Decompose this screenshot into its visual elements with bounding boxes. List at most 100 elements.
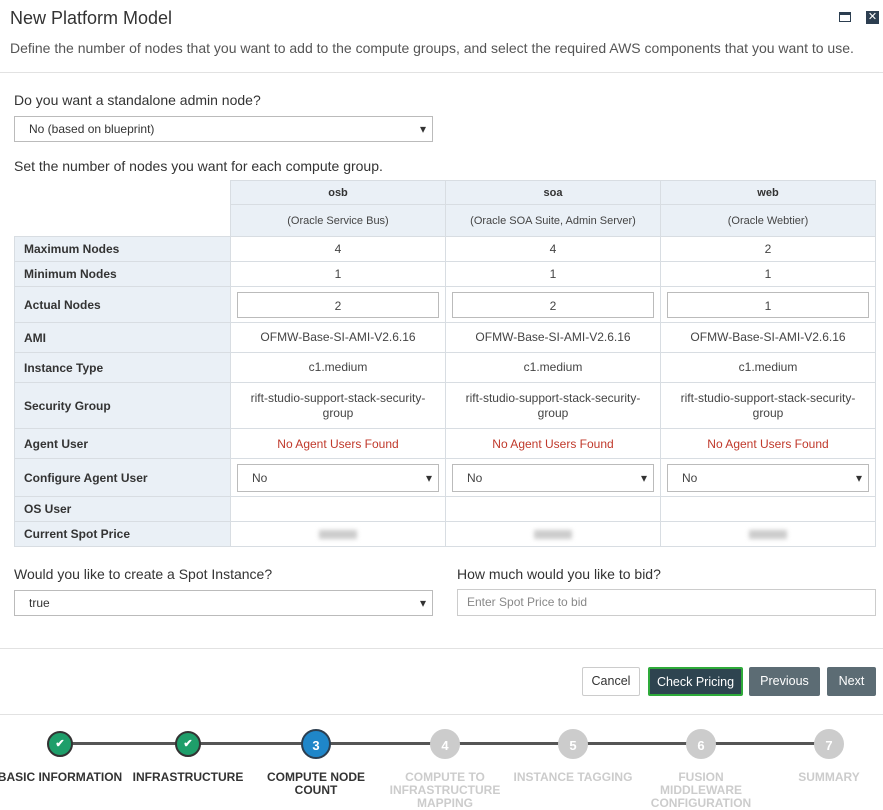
cell: No Agent Users Found: [445, 428, 661, 459]
close-icon[interactable]: ✕: [866, 11, 879, 24]
cell: c1.medium: [660, 352, 876, 383]
button[interactable]: Cancel: [582, 667, 640, 696]
row-label: OS User: [14, 496, 231, 522]
node-count-input[interactable]: 1: [667, 291, 869, 318]
blurred-price: [319, 529, 357, 539]
cell: OFMW-Base-SI-AMI-V2.6.16: [445, 322, 661, 353]
table-row: Minimum Nodes 1 1 1: [14, 261, 876, 287]
row-label: Security Group: [14, 382, 231, 429]
step-circle: 4: [430, 729, 460, 759]
step-label: COMPUTE TO INFRASTRUCTURE MAPPING: [389, 770, 501, 810]
group-name: osb: [230, 180, 446, 205]
button[interactable]: Previous: [749, 667, 820, 696]
cell: 1: [230, 261, 446, 287]
cell: [230, 521, 446, 547]
divider: [0, 72, 883, 73]
step-circle: ✔: [47, 731, 73, 757]
field-label: How much would you like to bid?: [457, 566, 661, 582]
step-label: INFRASTRUCTURE: [132, 770, 244, 784]
bid-input[interactable]: Enter Spot Price to bid: [457, 589, 876, 616]
cell: 1: [445, 261, 661, 287]
step-label: SUMMARY: [798, 770, 860, 784]
cell: 4: [230, 236, 446, 262]
cell: [660, 496, 876, 522]
group-description: (Oracle Webtier): [660, 204, 876, 237]
header-row: (Oracle Service Bus) (Oracle SOA Suite, A…: [15, 204, 876, 237]
node-count-input[interactable]: 2: [452, 291, 654, 318]
step-circle: 3: [301, 729, 331, 759]
cell: [445, 496, 661, 522]
row-label: Actual Nodes: [14, 286, 231, 323]
row-label: Configure Agent User: [14, 458, 231, 497]
button[interactable]: Next: [827, 667, 876, 696]
cell: rift-studio-support-stack-security-group: [660, 382, 876, 429]
blurred-price: [534, 529, 572, 539]
cell: c1.medium: [445, 352, 661, 383]
cell: 1: [660, 261, 876, 287]
table-row: AMI OFMW-Base-SI-AMI-V2.6.16 OFMW-Base-SI-…: [14, 322, 876, 353]
divider: [0, 648, 883, 649]
cell: 2: [445, 286, 661, 323]
admin-node-select[interactable]: No (based on blueprint): [14, 116, 433, 142]
compute-group-table: osb soa web (Oracle Service Bus) (Oracle SOA…: [14, 180, 876, 547]
group-description: (Oracle Service Bus): [230, 204, 446, 237]
cell: [230, 496, 446, 522]
cell: rift-studio-support-stack-security-group: [230, 382, 446, 429]
cell: No Agent Users Found: [230, 428, 446, 459]
group-name: web: [660, 180, 876, 205]
step-circle: ✔: [175, 731, 201, 757]
cell: rift-studio-support-stack-security-group: [445, 382, 661, 429]
table-row: Security Group rift-studio-support-stack-…: [14, 382, 876, 429]
agent-user-select[interactable]: No: [667, 463, 869, 492]
cell: No: [660, 458, 876, 497]
step-circle: 7: [814, 729, 844, 759]
row-label: AMI: [14, 322, 231, 353]
row-label: Maximum Nodes: [14, 236, 231, 262]
group-description: (Oracle SOA Suite, Admin Server): [445, 204, 661, 237]
cell: [660, 521, 876, 547]
spot-select[interactable]: true: [14, 590, 433, 616]
table-row: Actual Nodes 2 2 1: [14, 286, 876, 323]
table-row: Agent User No Agent Users Found No Agent U…: [14, 428, 876, 459]
step-label: FUSION MIDDLEWARE CONFIGURATION: [650, 770, 752, 810]
cell: c1.medium: [230, 352, 446, 383]
table-row: Configure Agent UserNoNoNo: [14, 458, 876, 497]
dialog-title: New Platform Model: [10, 8, 173, 28]
cell: 2: [660, 236, 876, 262]
cell: 1: [660, 286, 876, 323]
table-row: Maximum Nodes 4 4 2: [14, 236, 876, 262]
cell: [445, 521, 661, 547]
agent-user-select[interactable]: No: [237, 463, 439, 492]
table-row: Current Spot Price: [14, 521, 876, 547]
dialog-description: Define the number of nodes that you want…: [10, 40, 854, 56]
step-circle: 6: [686, 729, 716, 759]
cell: OFMW-Base-SI-AMI-V2.6.16: [230, 322, 446, 353]
field-label: Would you like to create a Spot Instance…: [14, 566, 273, 582]
section-label: Set the number of nodes you want for eac…: [14, 158, 383, 174]
cell: OFMW-Base-SI-AMI-V2.6.16: [660, 322, 876, 353]
table-row: Instance Type c1.medium c1.medium c1.medium: [14, 352, 876, 383]
cell: 2: [230, 286, 446, 323]
step-label: COMPUTE NODE COUNT: [266, 770, 365, 797]
row-label: Current Spot Price: [14, 521, 231, 547]
group-name: soa: [445, 180, 661, 205]
row-label: Minimum Nodes: [14, 261, 231, 287]
maximize-icon[interactable]: [839, 12, 851, 22]
row-label: Instance Type: [14, 352, 231, 383]
header-row: osb soa web: [14, 180, 876, 237]
step-circle: 5: [558, 729, 588, 759]
divider: [0, 714, 883, 715]
cell: No Agent Users Found: [660, 428, 876, 459]
button[interactable]: Check Pricing: [648, 667, 743, 696]
step-label: INSTANCE TAGGING: [513, 770, 633, 784]
table-row: OS User: [14, 496, 876, 522]
cell: 4: [445, 236, 661, 262]
cell: No: [445, 458, 661, 497]
node-count-input[interactable]: 2: [237, 291, 439, 318]
row-label: Agent User: [14, 428, 231, 459]
blank-cell: [14, 180, 231, 237]
cell: No: [230, 458, 446, 497]
agent-user-select[interactable]: No: [452, 463, 654, 492]
step-label: BASIC INFORMATION: [0, 770, 123, 784]
